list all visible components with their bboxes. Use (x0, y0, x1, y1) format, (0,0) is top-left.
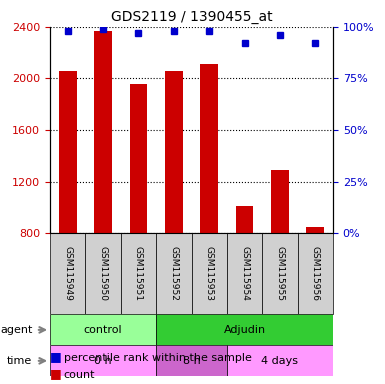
Text: 8 h: 8 h (182, 356, 201, 366)
Bar (50, 314, 156, 345)
Text: GSM115952: GSM115952 (169, 247, 178, 301)
Bar (94, 31, 112, 233)
FancyBboxPatch shape (50, 233, 85, 314)
Text: 4 days: 4 days (261, 356, 298, 366)
FancyBboxPatch shape (227, 233, 262, 314)
Bar (165, 71, 183, 233)
Bar (156, 345, 227, 376)
Text: agent: agent (0, 325, 32, 335)
Bar (271, 170, 289, 233)
Text: Adjudin: Adjudin (224, 325, 266, 335)
FancyBboxPatch shape (262, 233, 298, 314)
Title: GDS2119 / 1390455_at: GDS2119 / 1390455_at (111, 10, 272, 25)
Text: 0 h: 0 h (94, 356, 112, 366)
Bar (227, 345, 333, 376)
Text: count: count (64, 370, 95, 380)
Bar (200, 64, 218, 233)
FancyBboxPatch shape (121, 233, 156, 314)
Text: time: time (7, 356, 32, 366)
Text: GSM115955: GSM115955 (275, 247, 285, 301)
Text: GSM115950: GSM115950 (99, 247, 108, 301)
FancyBboxPatch shape (298, 233, 333, 314)
FancyBboxPatch shape (85, 233, 121, 314)
Text: ■: ■ (50, 367, 62, 380)
Bar (236, 206, 253, 233)
Bar (130, 84, 147, 233)
Bar (156, 314, 333, 345)
Text: GSM115953: GSM115953 (205, 247, 214, 301)
Text: GSM115949: GSM115949 (63, 247, 72, 301)
FancyBboxPatch shape (192, 233, 227, 314)
Text: control: control (84, 325, 122, 335)
Text: GSM115956: GSM115956 (311, 247, 320, 301)
Text: GSM115954: GSM115954 (240, 247, 249, 301)
Bar (50, 345, 156, 376)
Bar (306, 227, 324, 233)
Text: ■: ■ (50, 350, 62, 363)
Text: GSM115951: GSM115951 (134, 247, 143, 301)
Bar (59, 71, 77, 233)
Text: percentile rank within the sample: percentile rank within the sample (64, 353, 251, 363)
FancyBboxPatch shape (156, 233, 192, 314)
